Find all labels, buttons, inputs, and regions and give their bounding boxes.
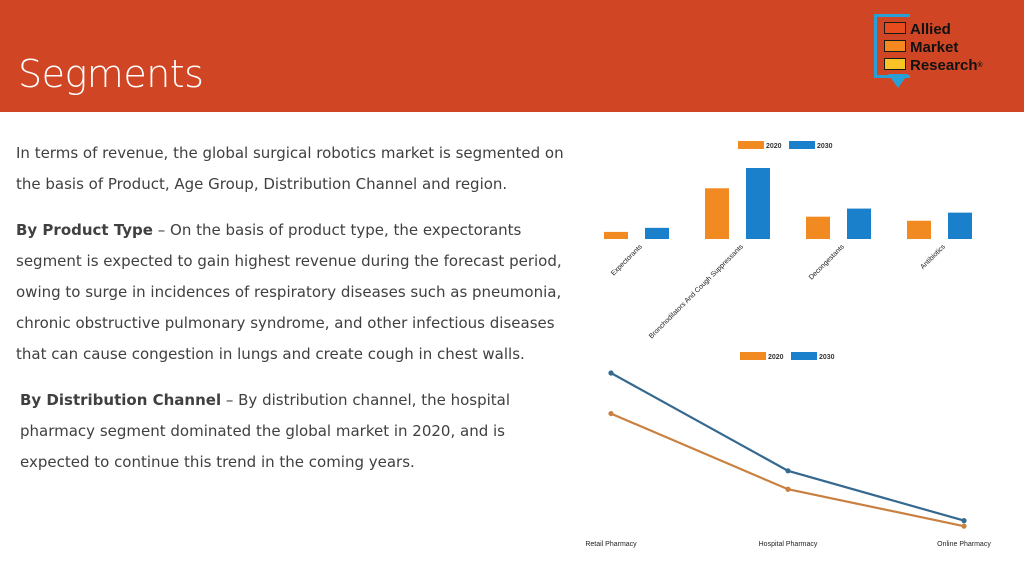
- product-paragraph: By Product Type – On the basis of produc…: [16, 215, 576, 370]
- line-point-2030-0: [608, 370, 614, 376]
- line-point-2030-2: [961, 518, 967, 524]
- bar-legend-swatch-2030: [789, 141, 815, 149]
- logo-square-orange: [884, 40, 906, 52]
- logo-word-1: Allied: [910, 21, 951, 38]
- registered-mark: ®: [977, 62, 983, 69]
- line-legend-swatch-2020: [740, 352, 766, 360]
- line-category-label-2: Online Pharmacy: [937, 541, 991, 548]
- line-legend-label-2030: 2030: [819, 354, 835, 361]
- allied-market-research-logo: Allied Market Research®: [874, 14, 1014, 98]
- distribution-body: – By distribution channel, the hospital …: [20, 391, 511, 471]
- line-series-2030: [610, 372, 965, 522]
- bar-2030-0: [645, 227, 669, 239]
- bar-2020-0: [604, 231, 628, 239]
- body-text: In terms of revenue, the global surgical…: [16, 138, 576, 493]
- bar-category-label-2: Decongestants: [808, 243, 846, 281]
- logo-word-3: Research®: [910, 58, 983, 73]
- header-bar: [0, 0, 1024, 112]
- logo-square-red: [884, 22, 906, 34]
- line-legend-label-2020: 2020: [768, 354, 784, 361]
- distribution-paragraph: By Distribution Channel – By distributio…: [16, 385, 576, 478]
- logo-tail: [888, 74, 908, 88]
- slide-title: Segments: [18, 52, 204, 96]
- line-point-2020-1: [785, 486, 791, 492]
- logo-word-2: Market: [910, 39, 959, 56]
- logo-word-3-text: Research: [910, 57, 978, 74]
- line-point-2020-2: [961, 523, 967, 529]
- product-heading: By Product Type: [16, 221, 153, 239]
- bar-2020-3: [907, 220, 931, 239]
- bar-category-label-1: Bronchodilators And Cough Suppressants: [648, 243, 745, 340]
- product-body: – On the basis of product type, the expe…: [16, 221, 562, 363]
- line-category-label-0: Retail Pharmacy: [585, 541, 637, 548]
- line-legend-swatch-2030: [791, 352, 817, 360]
- line-category-label-1: Hospital Pharmacy: [759, 541, 818, 548]
- bar-legend-label-2020: 2020: [766, 143, 782, 150]
- line-point-2030-1: [785, 468, 791, 474]
- bar-2030-2: [847, 208, 871, 239]
- intro-paragraph: In terms of revenue, the global surgical…: [16, 144, 564, 193]
- bar-2020-2: [806, 216, 830, 239]
- bar-category-label-3: Antibiotics: [919, 243, 947, 271]
- line-point-2020-0: [608, 410, 614, 417]
- bar-legend-label-2030: 2030: [817, 143, 833, 150]
- bar-category-label-0: Expectorants: [610, 243, 644, 277]
- distribution-heading: By Distribution Channel: [20, 391, 222, 409]
- bar-2030-3: [948, 212, 972, 239]
- bar-2020-1: [705, 188, 729, 239]
- bar-legend-swatch-2020: [738, 141, 764, 149]
- logo-square-yellow: [884, 58, 906, 70]
- bar-2030-1: [746, 168, 770, 239]
